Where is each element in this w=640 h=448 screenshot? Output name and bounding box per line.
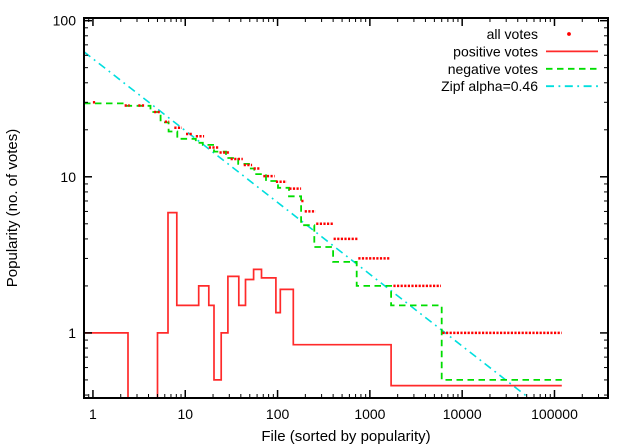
x-tick-label-5: 100000 [531, 406, 578, 422]
y-tick-label-0: 1 [68, 325, 76, 341]
x-axis-title: File (sorted by popularity) [261, 428, 430, 445]
axis-ticks [84, 18, 608, 398]
y-tick-label-1: 10 [60, 169, 76, 185]
x-tick-label-0: 1 [89, 406, 97, 422]
x-tick-label-3: 1000 [354, 406, 385, 422]
x-tick-label-1: 10 [178, 406, 194, 422]
legend-label-1: positive votes [453, 43, 538, 59]
plot-border [83, 17, 609, 399]
series-layer [84, 51, 562, 398]
legend-label-0: all votes [487, 26, 538, 42]
x-tick-label-2: 100 [266, 406, 290, 422]
x-tick-label-4: 10000 [443, 406, 482, 422]
y-tick-label-2: 100 [53, 13, 77, 29]
series-zipf-line [84, 51, 531, 398]
series-negative-votes-line [84, 102, 562, 381]
legend-dot-marker [567, 32, 571, 36]
legend-label-3: Zipf alpha=0.46 [441, 78, 538, 94]
legend-label-2: negative votes [448, 61, 538, 77]
y-axis-title: Popularity (no. of votes) [4, 129, 21, 287]
series-positive-votes-line-0 [84, 332, 129, 398]
series-positive-votes-line-1 [156, 211, 562, 398]
